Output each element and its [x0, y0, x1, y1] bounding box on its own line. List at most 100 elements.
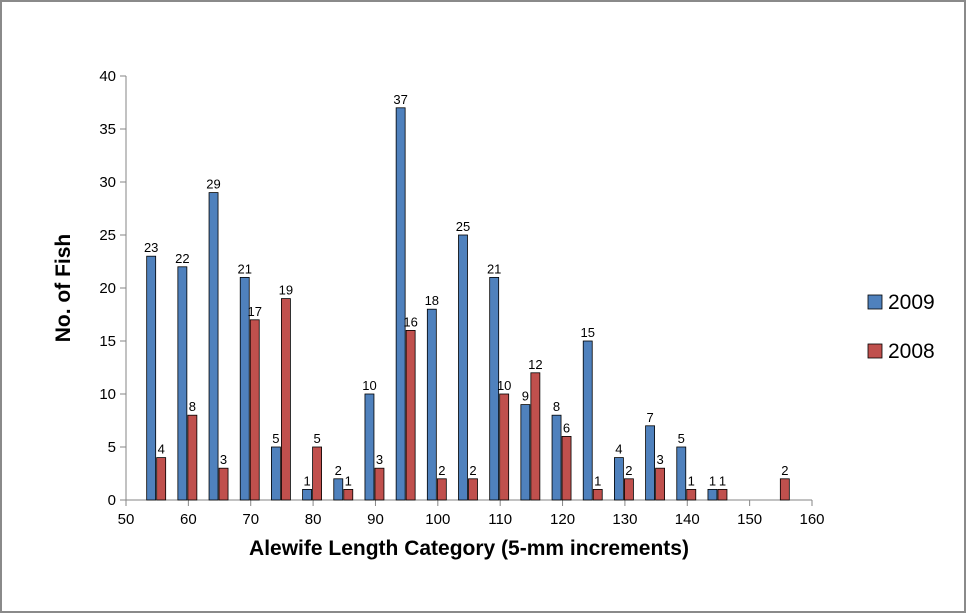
x-tick-label: 80: [305, 511, 322, 528]
data-label-2009-115: 9: [522, 389, 529, 404]
y-tick-label: 15: [99, 333, 116, 350]
x-tick-label: 110: [488, 511, 512, 528]
bar-2009-100: [426, 308, 437, 501]
data-label-2008-55: 4: [158, 442, 165, 457]
data-label-2008-120: 6: [563, 420, 570, 435]
bar-2009-135: [645, 425, 655, 501]
data-label-2009-60: 22: [175, 251, 189, 266]
bar-2009-60: [177, 266, 188, 501]
y-axis: 0 5 10 15 20 25 30 35 40: [99, 68, 127, 509]
x-tick-label: 70: [242, 511, 259, 528]
bar-2009-65: [208, 192, 219, 501]
data-label-2009-125: 15: [580, 325, 594, 340]
data-label-2009-95: 37: [393, 92, 407, 107]
x-tick-label: 90: [367, 511, 384, 528]
data-label-2008-125: 1: [594, 473, 601, 488]
legend: 2009 2008: [867, 291, 935, 363]
legend-swatch-2008: [867, 343, 883, 359]
data-label-2008-110: 10: [497, 378, 511, 393]
bar-2008-60: [187, 414, 198, 501]
bar-2008-140: [686, 488, 697, 501]
bar-2008-95: [405, 329, 416, 501]
y-tick-label: 10: [99, 386, 116, 403]
bar-2008-80: [312, 446, 322, 501]
bar-2008-105: [468, 478, 478, 501]
data-label-2008-70: 17: [247, 304, 261, 319]
bar-2009-125: [582, 340, 593, 501]
x-tick-label: 160: [799, 511, 824, 528]
data-label-2009-80: 1: [303, 473, 310, 488]
data-label-2008-115: 12: [528, 357, 542, 372]
bar-2008-120: [561, 435, 572, 501]
y-tick-label: 25: [99, 227, 116, 244]
data-label-2008-155: 2: [781, 463, 788, 478]
bar-2008-85: [343, 488, 354, 501]
bar-2009-80: [302, 488, 312, 501]
legend-label-2009: 2009: [888, 291, 935, 314]
data-label-2008-95: 16: [403, 314, 417, 329]
y-tick-label: 0: [108, 492, 116, 509]
x-axis-title: Alewife Length Category (5-mm increments…: [249, 537, 689, 560]
y-axis-title: No. of Fish: [52, 234, 75, 343]
y-tick-label: 5: [108, 439, 116, 456]
x-tick-label: 120: [550, 511, 575, 528]
bar-2009-120: [551, 414, 562, 501]
data-label-2008-85: 1: [345, 473, 352, 488]
data-label-2008-105: 2: [469, 463, 476, 478]
data-label-2008-135: 3: [656, 452, 663, 467]
bar-2009-110: [489, 276, 500, 501]
data-label-2009-90: 10: [362, 378, 376, 393]
data-label-2008-80: 5: [313, 431, 320, 446]
x-tick-label: 100: [425, 511, 450, 528]
bar-2009-70: [239, 276, 250, 501]
bar-2008-115: [530, 372, 541, 501]
y-tick-label: 20: [99, 280, 116, 297]
bar-2008-55: [156, 457, 167, 501]
x-tick-label: 150: [737, 511, 762, 528]
bar-2009-90: [364, 393, 375, 501]
data-label-2009-130: 4: [615, 442, 622, 457]
data-label-2009-75: 5: [272, 431, 279, 446]
data-label-2008-100: 2: [438, 463, 445, 478]
x-tick-label: 140: [675, 511, 700, 528]
bar-2009-130: [614, 457, 624, 501]
bar-2009-75: [271, 446, 281, 501]
y-tick-label: 30: [99, 174, 116, 191]
bar-2008-125: [592, 488, 603, 501]
bar-2009-85: [333, 478, 344, 501]
data-label-2009-145: 1: [709, 473, 716, 488]
bar-2009-145: [707, 488, 718, 501]
bar-2008-155: [779, 478, 790, 501]
data-label-2009-140: 5: [678, 431, 685, 446]
bar-2009-140: [676, 446, 687, 501]
bar-2009-115: [520, 404, 531, 501]
bar-2008-65: [218, 467, 229, 501]
x-tick-label: 50: [118, 511, 135, 528]
data-label-2008-75: 19: [279, 283, 293, 298]
data-label-2009-100: 18: [425, 293, 439, 308]
bar-2008-135: [655, 467, 665, 501]
bar-2008-145: [717, 488, 728, 501]
data-label-2008-90: 3: [376, 452, 383, 467]
data-label-2009-120: 8: [553, 399, 560, 414]
bar-2008-75: [281, 298, 291, 501]
data-label-2008-145: 1: [719, 473, 726, 488]
bar-2009-95: [395, 107, 406, 501]
data-label-2009-135: 7: [646, 410, 653, 425]
data-label-2009-85: 2: [335, 463, 342, 478]
y-tick-label: 35: [99, 121, 116, 138]
x-axis: 50 60 70 80 90 100 110 120 130 140 150 160: [118, 499, 825, 528]
y-tick-label: 40: [99, 68, 116, 85]
data-label-2009-110: 21: [487, 261, 501, 276]
data-label-2009-70: 21: [237, 261, 251, 276]
data-label-2008-65: 3: [220, 452, 227, 467]
bars: [146, 107, 790, 501]
data-label-2008-60: 8: [189, 399, 196, 414]
x-tick-label: 130: [612, 511, 637, 528]
bar-2008-70: [249, 319, 260, 501]
legend-swatch-2009: [867, 294, 883, 310]
legend-label-2008: 2008: [888, 340, 935, 363]
data-labels: 2322292151210371825219815475148317195131…: [144, 92, 788, 489]
